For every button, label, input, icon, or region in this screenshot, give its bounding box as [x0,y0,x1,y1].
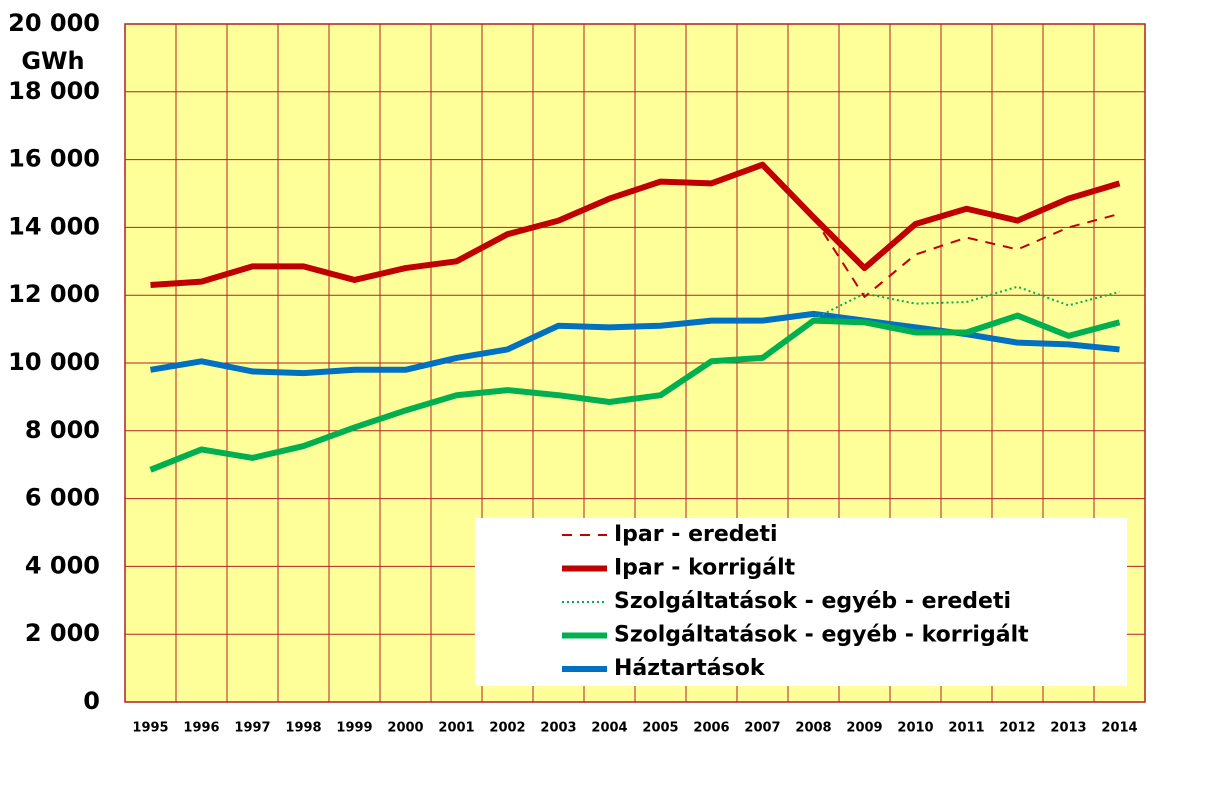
y-tick-label: 2 000 [25,619,100,647]
y-tick-label: 14 000 [8,212,100,240]
x-tick-label: 2011 [948,721,984,736]
x-tick-label: 2014 [1101,721,1137,736]
x-tick-label: 2012 [999,721,1035,736]
series-line [150,161,1121,289]
series-line [813,285,1120,320]
x-tick-label: 1995 [132,721,168,736]
x-tick-label: 2009 [846,721,882,736]
x-tick-label: 2013 [1050,721,1086,736]
x-tick-label: 1999 [336,721,372,736]
legend-label: Ipar - korrigált [614,556,796,581]
x-tick-label: 2007 [744,721,780,736]
y-tick-label: 0 [83,687,100,715]
x-tick-label: 1998 [285,721,321,736]
x-tick-label: 1996 [183,721,219,736]
series-line [812,212,1120,298]
x-tick-label: 2002 [489,721,525,736]
x-tick-label: 2001 [438,721,474,736]
x-tick-label: 2010 [897,721,933,736]
x-tick-label: 2004 [591,721,627,736]
y-tick-label: 8 000 [25,416,100,444]
x-tick-label: 2008 [795,721,831,736]
x-tick-label: 1997 [234,721,270,736]
legend-label: Szolgáltatások - egyéb - eredeti [614,589,1011,614]
series-line [149,312,1121,473]
x-tick-label: 2000 [387,721,423,736]
x-tick-label: 2003 [540,721,576,736]
x-tick-label: 2006 [693,721,729,736]
y-tick-label: 10 000 [8,348,100,376]
y-tick-label: 12 000 [8,280,100,308]
legend-label: Ipar - eredeti [614,522,778,547]
x-tick-label: 2005 [642,721,678,736]
legend-label: Szolgáltatások - egyéb - korrigált [614,623,1029,648]
y-unit: GWh [21,47,84,75]
y-tick-label: 4 000 [25,551,100,579]
legend-label: Háztartások [614,656,766,681]
y-tick-label: 16 000 [8,145,100,173]
plot-border [124,23,1146,703]
y-tick-label: 18 000 [8,77,100,105]
y-tick-label: 6 000 [25,484,100,512]
y-tick-label: 20 000 [8,9,100,37]
